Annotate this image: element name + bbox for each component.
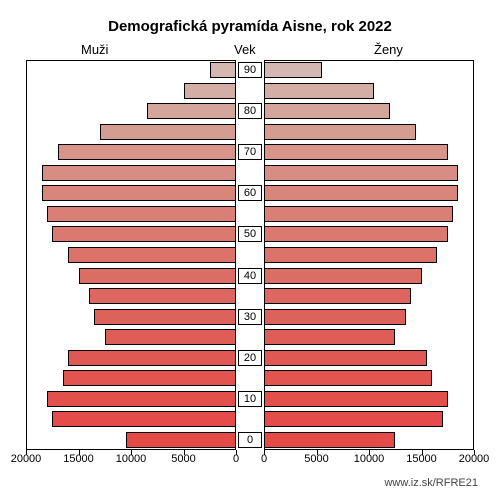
male-bar bbox=[52, 411, 236, 427]
female-bar bbox=[264, 309, 406, 325]
age-tick-label: 40 bbox=[238, 270, 262, 282]
age-tick-label: 70 bbox=[238, 146, 262, 158]
female-bar bbox=[264, 350, 427, 366]
female-bar bbox=[264, 268, 422, 284]
x-tick-label: 5000 bbox=[171, 453, 195, 465]
female-bar bbox=[264, 144, 448, 160]
x-tick-label: 20000 bbox=[11, 453, 42, 465]
male-bar bbox=[42, 165, 236, 181]
male-bar bbox=[42, 185, 236, 201]
male-bar bbox=[100, 124, 237, 140]
label-male: Muži bbox=[81, 42, 108, 57]
age-tick-label: 60 bbox=[238, 187, 262, 199]
male-bar bbox=[210, 62, 236, 78]
male-bar bbox=[63, 370, 236, 386]
female-bar bbox=[264, 185, 458, 201]
x-tick-label: 5000 bbox=[304, 453, 328, 465]
male-bar bbox=[126, 432, 236, 448]
age-tick-label: 50 bbox=[238, 228, 262, 240]
female-bar bbox=[264, 247, 437, 263]
female-bar bbox=[264, 62, 322, 78]
female-bar bbox=[264, 103, 390, 119]
chart-title: Demografická pyramída Aisne, rok 2022 bbox=[0, 18, 500, 35]
female-bar bbox=[264, 329, 395, 345]
x-tick-label: 10000 bbox=[116, 453, 147, 465]
label-female: Ženy bbox=[374, 42, 403, 57]
male-bar bbox=[94, 309, 236, 325]
pyramid-chart: Demografická pyramída Aisne, rok 2022 Mu… bbox=[0, 0, 500, 500]
x-tick-label: 0 bbox=[261, 453, 267, 465]
male-bar bbox=[52, 226, 236, 242]
female-bar bbox=[264, 411, 443, 427]
x-tick-label: 0 bbox=[233, 453, 239, 465]
age-tick-label: 90 bbox=[238, 64, 262, 76]
male-bar bbox=[105, 329, 236, 345]
female-bar bbox=[264, 226, 448, 242]
male-bar bbox=[184, 83, 237, 99]
female-bar bbox=[264, 206, 453, 222]
male-bar bbox=[68, 350, 236, 366]
female-bar bbox=[264, 432, 395, 448]
female-bar bbox=[264, 165, 458, 181]
male-bar bbox=[47, 391, 236, 407]
age-tick-label: 10 bbox=[238, 393, 262, 405]
footer-text: www.iz.sk/RFRE21 bbox=[384, 477, 478, 489]
x-tick-label: 10000 bbox=[354, 453, 385, 465]
female-bar bbox=[264, 370, 432, 386]
age-tick-label: 20 bbox=[238, 352, 262, 364]
male-bar bbox=[58, 144, 237, 160]
male-bar bbox=[147, 103, 236, 119]
female-bar bbox=[264, 124, 416, 140]
female-bar bbox=[264, 83, 374, 99]
male-bar bbox=[89, 288, 236, 304]
age-tick-label: 80 bbox=[238, 105, 262, 117]
female-bar bbox=[264, 391, 448, 407]
x-tick-label: 15000 bbox=[63, 453, 94, 465]
label-age: Vek bbox=[234, 42, 256, 57]
age-tick-label: 0 bbox=[238, 434, 262, 446]
male-bar bbox=[79, 268, 237, 284]
age-tick-label: 30 bbox=[238, 311, 262, 323]
male-bar bbox=[68, 247, 236, 263]
x-tick-label: 15000 bbox=[406, 453, 437, 465]
x-tick-label: 20000 bbox=[459, 453, 490, 465]
male-bar bbox=[47, 206, 236, 222]
female-bar bbox=[264, 288, 411, 304]
